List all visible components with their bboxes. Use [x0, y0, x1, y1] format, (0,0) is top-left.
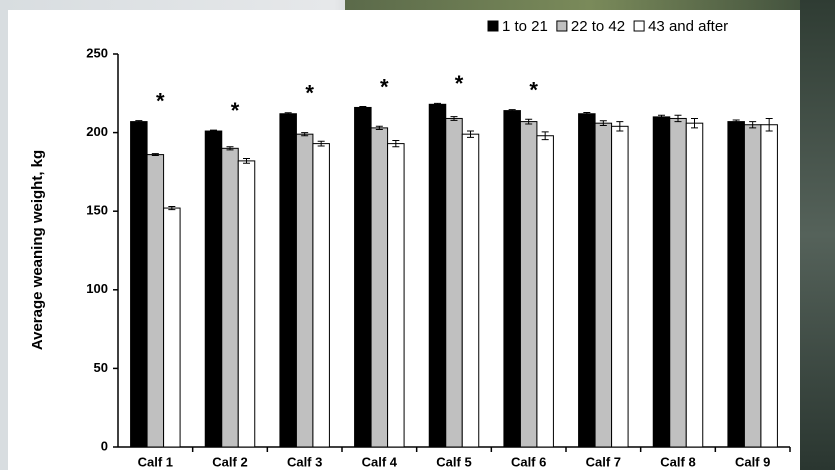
x-tick-label: Calf 5 — [436, 454, 471, 469]
error-bar — [375, 125, 383, 130]
legend-label: 43 and after — [648, 18, 728, 35]
error-bar — [434, 102, 441, 106]
bar — [503, 110, 521, 448]
x-tick-label: Calf 8 — [660, 454, 695, 469]
bar — [578, 113, 596, 448]
significance-marker: * — [156, 88, 165, 113]
significance-marker: * — [305, 81, 314, 106]
bar — [146, 154, 165, 448]
significance-marker: * — [529, 77, 538, 102]
bar — [727, 121, 745, 448]
x-tick-label: Calf 3 — [287, 454, 322, 469]
bar — [519, 121, 538, 448]
error-bar — [392, 139, 400, 148]
error-bar — [658, 114, 665, 119]
bar — [370, 127, 389, 448]
error-bar — [583, 111, 591, 116]
error-bar — [210, 129, 217, 133]
x-tick-label: Calf 7 — [586, 454, 621, 469]
error-bar — [135, 120, 143, 124]
legend-label: 1 to 21 — [502, 18, 548, 35]
error-bar — [168, 205, 176, 211]
bar — [461, 133, 480, 448]
bar — [221, 147, 239, 448]
y-tick-label: 0 — [101, 438, 108, 453]
error-bar — [301, 132, 309, 137]
error-bar — [317, 140, 325, 147]
y-tick-label: 150 — [86, 203, 108, 218]
bar — [279, 113, 297, 448]
bar — [204, 130, 223, 448]
y-axis-label: Average weaning weight, kg — [29, 150, 46, 350]
error-bar — [616, 121, 624, 132]
error-bar — [599, 120, 607, 127]
y-tick-label: 50 — [94, 360, 108, 375]
error-bar — [450, 116, 458, 121]
background-photo — [345, 0, 835, 12]
bar — [312, 143, 330, 448]
bar — [428, 103, 447, 448]
error-bar — [508, 109, 516, 113]
bar — [354, 106, 372, 448]
legend-label: 22 to 42 — [571, 18, 625, 35]
bar — [743, 124, 762, 448]
bar — [760, 124, 778, 448]
significance-marker: * — [231, 98, 240, 123]
bar — [130, 121, 148, 448]
error-bar — [243, 158, 250, 164]
error-bar — [674, 114, 682, 123]
legend-swatch — [633, 20, 645, 32]
x-tick-label: Calf 2 — [212, 454, 247, 469]
error-bar — [691, 117, 698, 129]
error-bar — [765, 117, 773, 132]
significance-marker: * — [380, 74, 389, 99]
error-bar — [732, 119, 740, 124]
bar — [611, 125, 629, 448]
bar — [295, 133, 314, 448]
legend-swatch — [556, 20, 568, 32]
error-bar — [284, 112, 292, 116]
y-tick-label: 200 — [86, 124, 108, 139]
error-bar — [541, 131, 549, 141]
y-tick-label: 100 — [86, 281, 108, 296]
significance-marker: * — [455, 71, 464, 96]
x-tick-label: Calf 4 — [362, 454, 398, 469]
bar — [387, 143, 405, 448]
bar — [237, 160, 256, 448]
bar — [163, 207, 181, 448]
x-tick-label: Calf 6 — [511, 454, 546, 469]
bar — [445, 117, 463, 448]
bar — [536, 135, 554, 448]
x-tick-label: Calf 9 — [735, 454, 770, 469]
legend-swatch — [487, 20, 499, 32]
background-photo — [800, 0, 835, 470]
error-bar — [749, 121, 757, 129]
error-bar — [359, 106, 367, 109]
error-bar — [151, 153, 159, 157]
error-bar — [467, 130, 474, 138]
error-bar — [226, 146, 234, 151]
y-tick-label: 250 — [86, 45, 108, 60]
bar — [652, 116, 671, 448]
bar — [669, 117, 687, 448]
bar — [594, 122, 613, 448]
error-bar — [525, 118, 533, 125]
x-tick-label: Calf 1 — [138, 454, 173, 469]
bar — [685, 122, 704, 448]
